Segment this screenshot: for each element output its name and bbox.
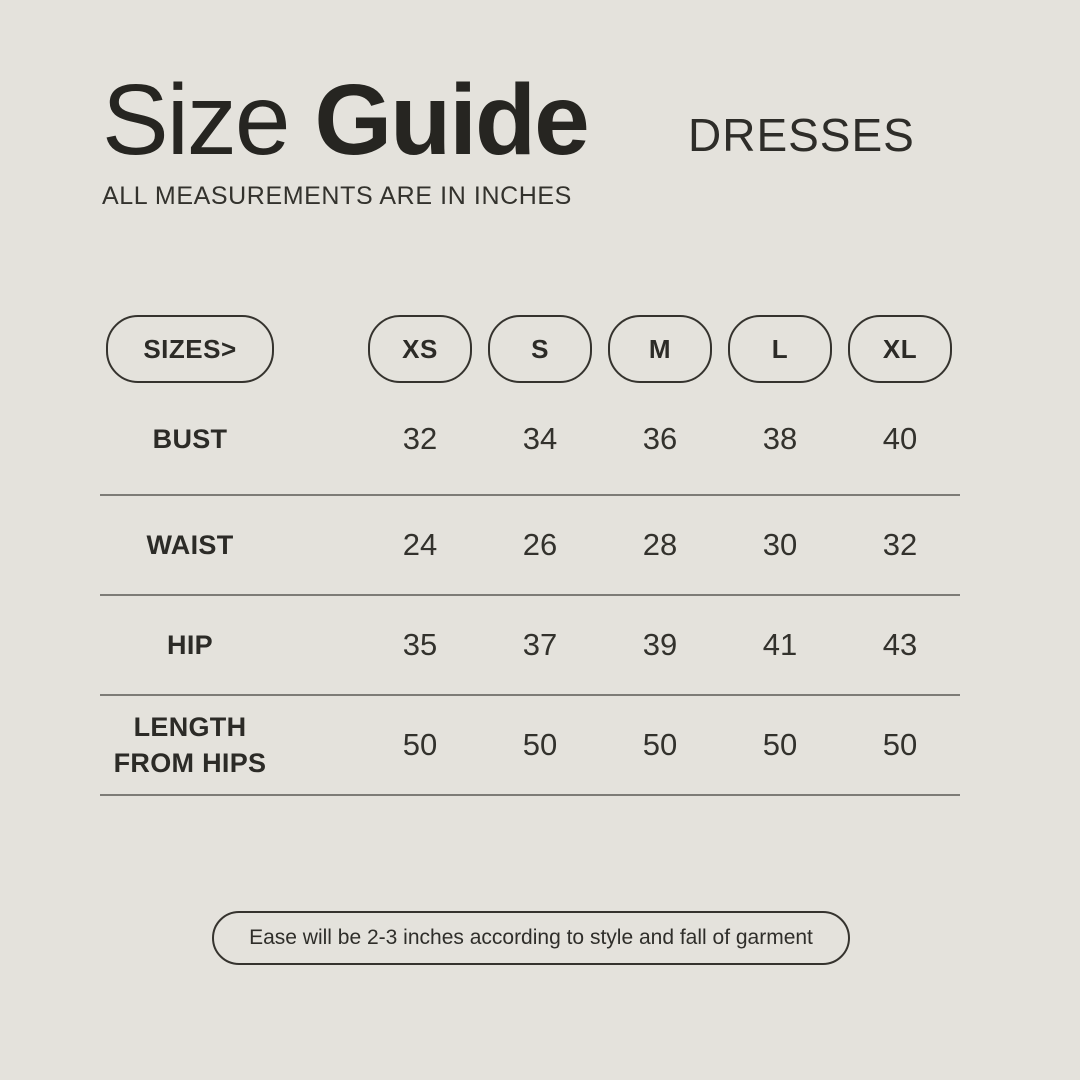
- page-title: Size Guide: [102, 70, 590, 170]
- sizes-header-cell: SIZES>: [100, 315, 280, 383]
- sizes-header-pill: SIZES>: [106, 315, 274, 383]
- hip-value-s: 37: [522, 627, 558, 662]
- size-header-cell-m: M: [600, 315, 720, 383]
- table-row-length-from-hips: LENGTH FROM HIPS 50 50 50 50 50: [100, 696, 960, 796]
- waist-value-xl: 32: [882, 527, 918, 562]
- length-value-s: 50: [522, 727, 558, 762]
- size-pill-xl: XL: [848, 315, 952, 383]
- size-pill-m: M: [608, 315, 712, 383]
- row-label: HIP: [167, 629, 213, 660]
- bust-value-m: 36: [642, 421, 678, 456]
- ease-footnote-pill: Ease will be 2-3 inches according to sty…: [212, 911, 850, 965]
- title-block: Size Guide ALL MEASUREMENTS ARE IN INCHE…: [102, 70, 590, 211]
- length-value-m: 50: [642, 727, 678, 762]
- waist-value-xs: 24: [402, 527, 438, 562]
- table-header-row: SIZES> XS S M L XL: [100, 314, 960, 384]
- bust-value-xs: 32: [402, 421, 438, 456]
- table-row-waist: WAIST 24 26 28 30 32: [100, 496, 960, 596]
- hip-value-m: 39: [642, 627, 678, 662]
- size-header-cell-xs: XS: [360, 315, 480, 383]
- size-header-cell-xl: XL: [840, 315, 960, 383]
- length-value-xs: 50: [402, 727, 438, 762]
- bust-value-s: 34: [522, 421, 558, 456]
- length-value-l: 50: [762, 727, 798, 762]
- bust-value-xl: 40: [882, 421, 918, 456]
- length-value-xl: 50: [882, 727, 918, 762]
- row-label: BUST: [152, 423, 228, 454]
- size-pill-xs: XS: [368, 315, 472, 383]
- hip-value-xs: 35: [402, 627, 438, 662]
- category-label: DRESSES: [688, 109, 915, 161]
- table-row-hip: HIP 35 37 39 41 43: [100, 596, 960, 696]
- size-pill-l: L: [728, 315, 832, 383]
- subtitle: ALL MEASUREMENTS ARE IN INCHES: [102, 182, 572, 210]
- hip-value-xl: 43: [882, 627, 918, 662]
- size-header-cell-l: L: [720, 315, 840, 383]
- title-word-size: Size: [102, 64, 291, 176]
- size-pill-s: S: [488, 315, 592, 383]
- hip-value-l: 41: [762, 627, 798, 662]
- waist-value-l: 30: [762, 527, 798, 562]
- row-label: WAIST: [146, 529, 234, 560]
- waist-value-s: 26: [522, 527, 558, 562]
- waist-value-m: 28: [642, 527, 678, 562]
- row-label: LENGTH FROM HIPS: [113, 711, 267, 778]
- size-header-cell-s: S: [480, 315, 600, 383]
- bust-value-l: 38: [762, 421, 798, 456]
- size-table: SIZES> XS S M L XL BUST 32 34: [100, 314, 960, 796]
- table-row-bust: BUST 32 34 36 38 40: [100, 384, 960, 496]
- title-word-guide: Guide: [314, 64, 589, 176]
